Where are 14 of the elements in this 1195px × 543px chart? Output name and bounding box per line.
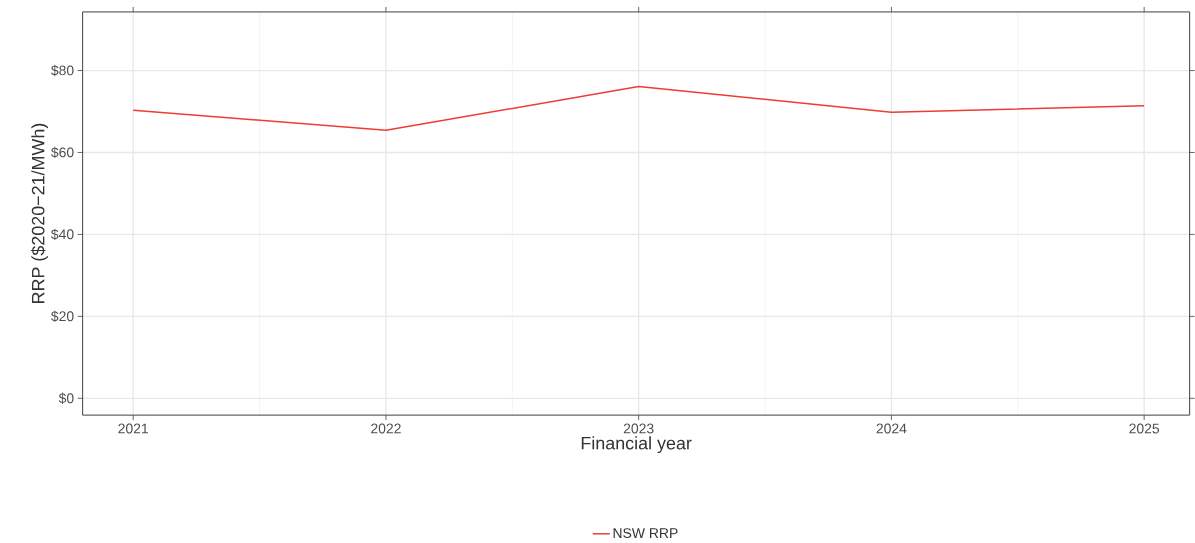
x-tick-label: 2022: [371, 423, 401, 434]
x-axis-title: Financial year: [581, 436, 692, 453]
y-axis-title: RRP ($2020−21/MWh): [31, 123, 49, 303]
legend-label: NSW RRP: [613, 527, 678, 538]
x-tick-label: 2024: [876, 423, 907, 434]
y-tick-label: $20: [51, 310, 74, 322]
x-tick-label: 2025: [1129, 423, 1160, 434]
line-series: [132, 85, 1145, 131]
x-tick-label: 2021: [118, 423, 148, 434]
x-tick-label: 2023: [623, 423, 654, 434]
y-tick-label: $0: [58, 392, 74, 404]
y-tick-label: $80: [51, 64, 74, 76]
y-tick-label: $40: [51, 228, 74, 240]
y-tick-label: $60: [51, 146, 74, 158]
